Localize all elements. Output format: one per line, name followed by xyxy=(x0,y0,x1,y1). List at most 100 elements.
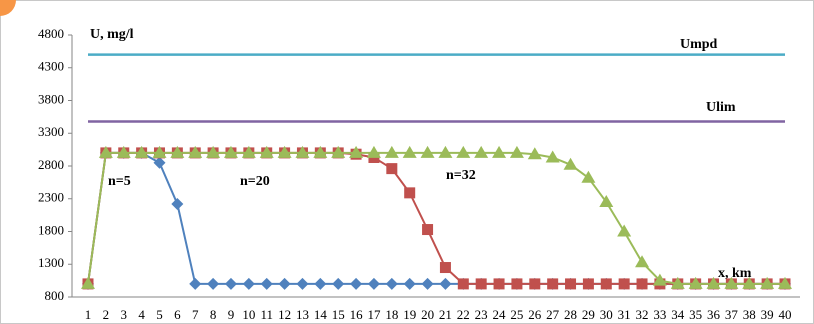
x-tick-label: 27 xyxy=(546,307,560,322)
marker xyxy=(404,187,416,199)
series-label: Ulim xyxy=(706,100,736,115)
x-tick-label: 10 xyxy=(242,307,255,322)
marker xyxy=(260,277,273,290)
marker xyxy=(277,145,292,158)
marker xyxy=(171,197,184,210)
marker xyxy=(384,145,399,158)
marker xyxy=(350,277,363,290)
marker xyxy=(81,276,95,289)
marker xyxy=(438,145,453,158)
marker xyxy=(509,145,524,158)
marker xyxy=(529,278,541,290)
marker xyxy=(742,276,757,289)
x-tick-label: 6 xyxy=(174,307,181,322)
x-tick-label: 21 xyxy=(439,307,452,322)
marker xyxy=(241,145,256,158)
x-tick-label: 9 xyxy=(228,307,235,322)
x-tick-label: 4 xyxy=(138,307,145,322)
marker xyxy=(456,145,471,158)
series-line xyxy=(87,151,785,285)
marker xyxy=(296,277,309,290)
marker xyxy=(617,224,632,237)
marker xyxy=(474,145,489,158)
marker xyxy=(207,277,220,290)
marker xyxy=(670,276,685,289)
x-tick-label: 37 xyxy=(725,307,739,322)
marker xyxy=(599,195,614,208)
marker xyxy=(116,145,131,158)
marker xyxy=(582,278,594,290)
marker xyxy=(188,145,203,158)
y-tick-label: 3300 xyxy=(38,124,64,139)
marker xyxy=(724,276,739,289)
x-tick-label: 29 xyxy=(582,307,595,322)
marker xyxy=(439,262,451,274)
y-tick-label: 4300 xyxy=(38,59,64,74)
marker xyxy=(563,157,578,170)
x-tick-label: 7 xyxy=(192,307,199,322)
marker xyxy=(636,278,648,290)
x-tick-label: 23 xyxy=(475,307,488,322)
x-tick-label: 3 xyxy=(120,307,127,322)
marker xyxy=(635,255,650,268)
marker xyxy=(403,277,416,290)
marker xyxy=(422,224,434,236)
marker xyxy=(349,145,364,158)
marker xyxy=(170,145,185,158)
marker xyxy=(259,145,274,158)
y-axis-label: U, mg/l xyxy=(90,27,134,42)
x-tick-label: 25 xyxy=(510,307,523,322)
x-tick-label: 30 xyxy=(600,307,613,322)
marker xyxy=(385,277,398,290)
y-tick-label: 3800 xyxy=(38,91,64,106)
series-label: n=32 xyxy=(446,168,476,183)
y-tick-label: 1800 xyxy=(38,222,64,237)
x-tick-label: 32 xyxy=(636,307,649,322)
y-tick-label: 2300 xyxy=(38,190,64,205)
x-tick-label: 33 xyxy=(653,307,666,322)
y-tick-label: 800 xyxy=(45,288,65,303)
marker xyxy=(402,145,417,158)
x-tick-label: 40 xyxy=(779,307,792,322)
x-tick-label: 8 xyxy=(210,307,217,322)
marker xyxy=(778,276,792,289)
marker xyxy=(545,150,560,163)
y-tick-label: 4800 xyxy=(38,26,64,41)
marker xyxy=(760,276,775,289)
x-tick-label: 11 xyxy=(260,307,273,322)
marker xyxy=(600,278,612,290)
marker xyxy=(565,278,577,290)
x-tick-label: 28 xyxy=(564,307,577,322)
series-label: n=5 xyxy=(108,174,131,189)
marker xyxy=(366,145,381,158)
marker xyxy=(242,277,255,290)
marker xyxy=(331,145,346,158)
y-tick-label: 2800 xyxy=(38,157,64,172)
x-tick-label: 24 xyxy=(493,307,507,322)
marker xyxy=(313,145,328,158)
x-tick-label: 26 xyxy=(528,307,542,322)
marker xyxy=(652,273,667,286)
x-tick-label: 35 xyxy=(689,307,702,322)
marker xyxy=(134,145,149,158)
x-tick-label: 12 xyxy=(278,307,291,322)
x-tick-label: 15 xyxy=(332,307,345,322)
marker xyxy=(618,278,630,290)
x-tick-label: 14 xyxy=(314,307,328,322)
x-tick-label: 39 xyxy=(761,307,774,322)
marker xyxy=(386,163,398,175)
marker xyxy=(706,276,721,289)
marker xyxy=(511,278,523,290)
marker xyxy=(153,156,166,169)
x-tick-label: 38 xyxy=(743,307,756,322)
marker xyxy=(475,278,487,290)
x-tick-label: 17 xyxy=(367,307,381,322)
marker xyxy=(492,145,507,158)
marker xyxy=(527,147,542,160)
marker xyxy=(295,145,310,158)
corner-decoration xyxy=(0,0,16,16)
x-tick-label: 19 xyxy=(403,307,416,322)
marker xyxy=(314,277,327,290)
marker xyxy=(367,277,380,290)
